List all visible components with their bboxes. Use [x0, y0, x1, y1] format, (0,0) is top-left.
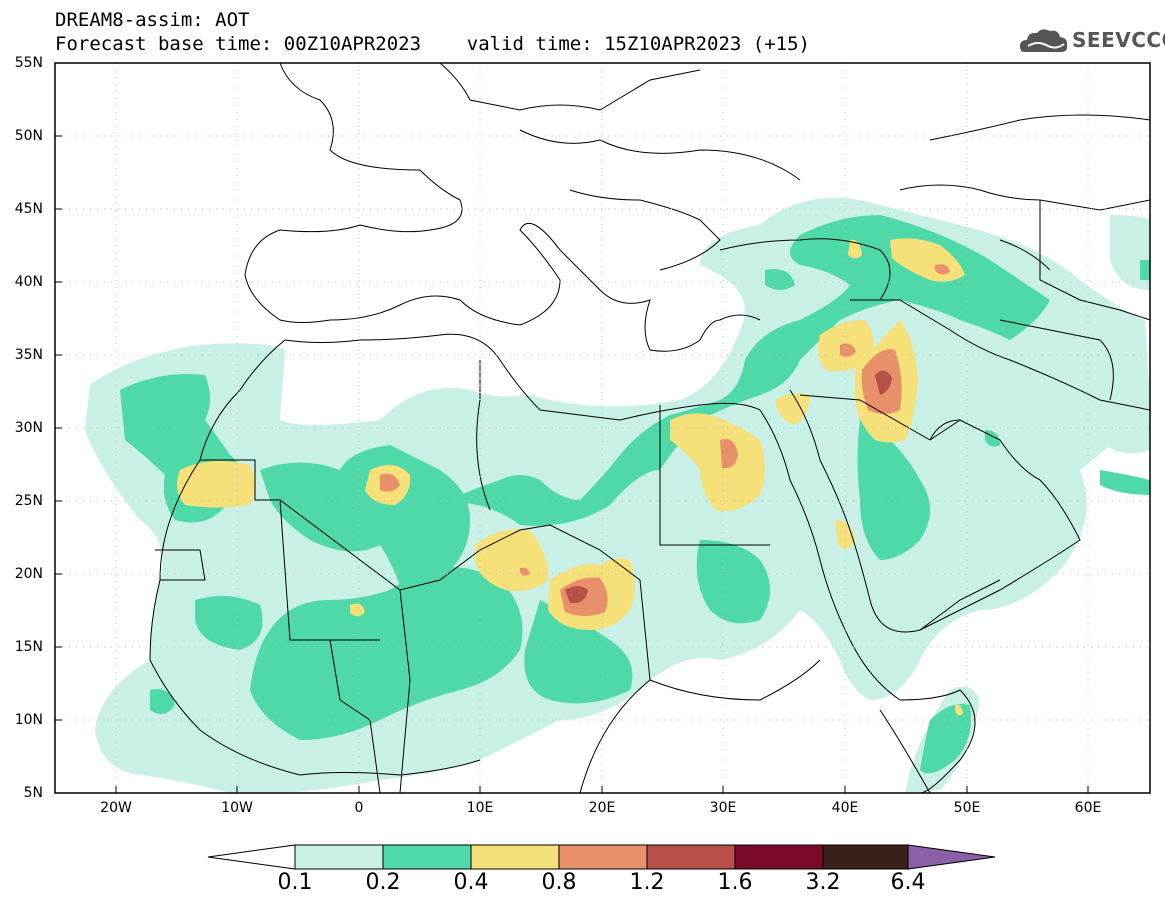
colorbar-segment-under — [207, 844, 296, 870]
colorbar-label: 1.6 — [717, 870, 753, 895]
country-borders — [149, 62, 1151, 794]
lat-label-35n: 35N — [14, 347, 43, 363]
colorbar-segment-7 — [822, 844, 909, 870]
lon-label-40e: 40E — [831, 800, 859, 816]
colorbar-segment-over — [907, 844, 996, 870]
colorbar-label: 0.4 — [453, 870, 489, 895]
colorbar-segment-1 — [294, 844, 384, 870]
colorbar-label: 0.8 — [541, 870, 577, 895]
colorbar — [207, 844, 996, 870]
map-title: DREAM8-assim: AOT — [55, 9, 250, 31]
colorbar-label: 0.1 — [277, 870, 313, 895]
colorbar-label: 3.2 — [805, 870, 841, 895]
lat-label-15n: 15N — [14, 639, 43, 655]
lat-label-10n: 10N — [14, 712, 43, 728]
colorbar-segment-5 — [646, 844, 736, 870]
colorbar-label: 6.4 — [890, 870, 926, 895]
lat-label-20n: 20N — [14, 566, 43, 582]
logo-text: SEEVCCC — [1072, 28, 1165, 52]
lon-label-60e: 60E — [1074, 800, 1102, 816]
lon-label-20w: 20W — [100, 800, 132, 816]
colorbar-label: 0.2 — [365, 870, 401, 895]
lon-label-10w: 10W — [221, 800, 253, 816]
lat-label-50n: 50N — [14, 128, 43, 144]
lon-label-0: 0 — [354, 800, 364, 816]
lon-label-30e: 30E — [709, 800, 737, 816]
colorbar-segment-6 — [734, 844, 824, 870]
aot-level-1.2 — [565, 370, 892, 604]
gridlines — [55, 63, 1150, 793]
lon-label-10e: 10E — [466, 800, 494, 816]
colorbar-segment-4 — [558, 844, 648, 870]
lat-label-45n: 45N — [14, 201, 43, 217]
cloud-logo-icon — [1020, 29, 1068, 52]
lon-label-20e: 20E — [588, 800, 616, 816]
lat-label-55n: 55N — [14, 55, 43, 71]
lat-label-40n: 40N — [14, 274, 43, 290]
lat-label-25n: 25N — [14, 493, 43, 509]
lat-label-30n: 30N — [14, 420, 43, 436]
lat-label-5n: 5N — [23, 785, 43, 801]
colorbar-label: 1.2 — [629, 870, 665, 895]
forecast-time-label: Forecast base time: 00Z10APR2023 valid t… — [55, 33, 810, 55]
aot-level-0.2 — [120, 215, 1150, 774]
colorbar-segment-3 — [470, 844, 560, 870]
colorbar-segment-2 — [382, 844, 472, 870]
lon-label-50e: 50E — [953, 800, 981, 816]
